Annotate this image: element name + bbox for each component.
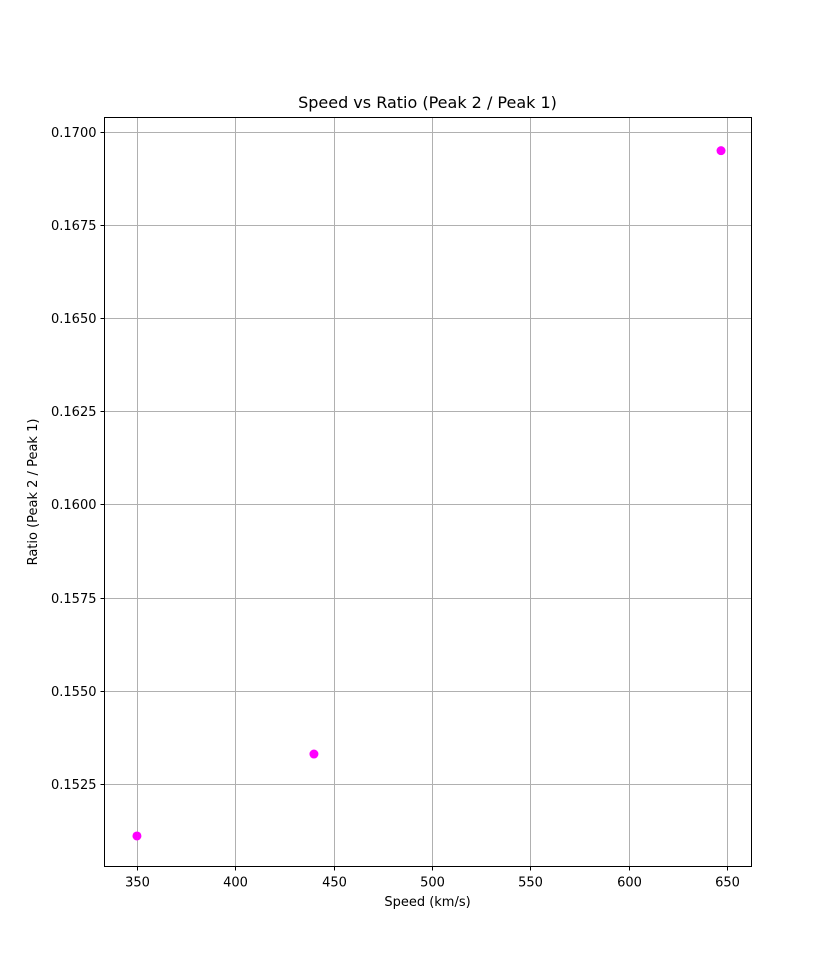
plot-frame <box>104 117 752 867</box>
y-tick-label: 0.1650 <box>51 312 97 327</box>
x-tick-label: 600 <box>617 876 642 891</box>
x-tick-label: 500 <box>420 876 445 891</box>
y-axis-ticks: 0.1525 0.1550 0.1575 0.1600 0.1625 0.1650 0.16… <box>51 126 105 793</box>
y-tick-label: 0.1550 <box>51 685 97 700</box>
chart-title: Speed vs Ratio (Peak 2 / Peak 1) <box>298 93 557 112</box>
y-tick-label: 0.1600 <box>51 498 97 513</box>
x-tick-label: 550 <box>518 876 543 891</box>
data-point <box>716 146 726 156</box>
x-axis-ticks: 350 400 450 500 550 600 650 <box>125 866 740 891</box>
y-tick-label: 0.1675 <box>51 219 97 234</box>
x-tick-label: 450 <box>322 876 347 891</box>
y-tick-label: 0.1575 <box>51 592 97 607</box>
data-point <box>309 749 319 759</box>
grid <box>104 117 752 867</box>
y-tick-label: 0.1625 <box>51 405 97 420</box>
y-tick-label: 0.1525 <box>51 778 97 793</box>
y-tick-label: 0.1700 <box>51 126 97 141</box>
x-axis-label: Speed (km/s) <box>384 895 470 910</box>
y-axis-label: Ratio (Peak 2 / Peak 1) <box>26 419 41 566</box>
data-points <box>132 146 726 841</box>
x-tick-label: 350 <box>125 876 150 891</box>
data-point <box>132 831 142 841</box>
x-tick-label: 400 <box>223 876 248 891</box>
x-tick-label: 650 <box>715 876 740 891</box>
